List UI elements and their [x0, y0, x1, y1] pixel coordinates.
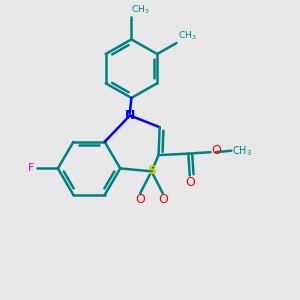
Text: F: F — [28, 164, 35, 173]
Text: O: O — [185, 176, 195, 189]
Text: S: S — [147, 164, 156, 177]
Text: O: O — [212, 144, 221, 157]
Text: CH$_3$: CH$_3$ — [178, 30, 196, 42]
Text: N: N — [125, 109, 135, 122]
Text: CH$_3$: CH$_3$ — [131, 4, 149, 16]
Text: CH$_3$: CH$_3$ — [232, 144, 252, 158]
Text: O: O — [158, 193, 168, 206]
Text: O: O — [135, 193, 145, 206]
